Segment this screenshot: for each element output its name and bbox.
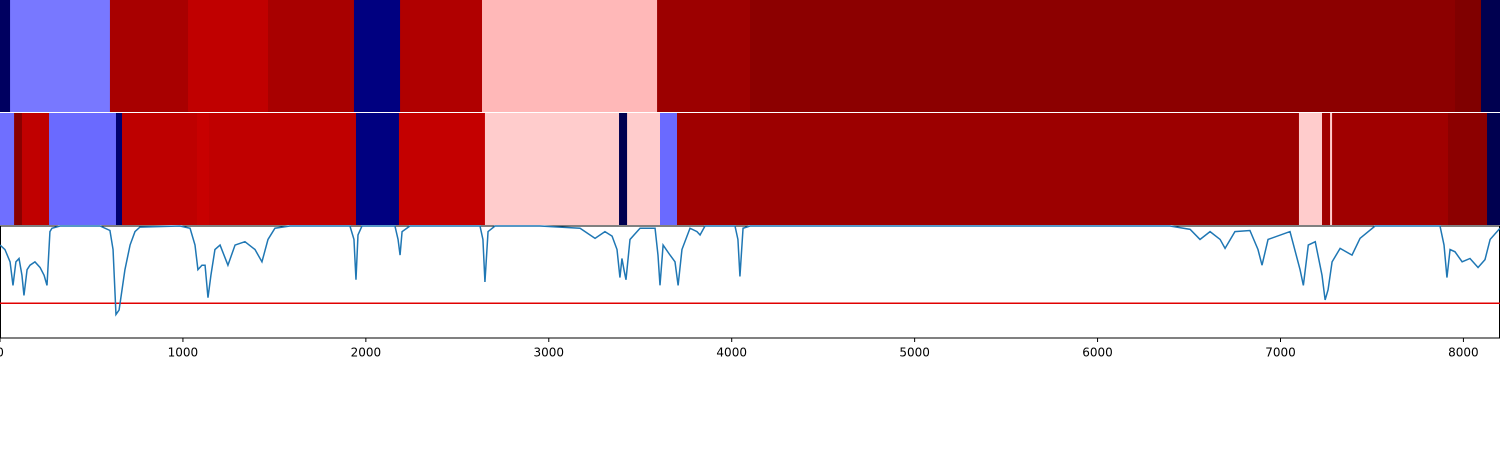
plot-frame [0, 225, 1500, 339]
x-tick-label: 3000 [534, 346, 565, 360]
x-tick-label: 5000 [899, 346, 930, 360]
segment [1330, 113, 1333, 225]
segment [209, 113, 357, 225]
segment [677, 113, 741, 225]
x-tick-label: 2000 [351, 346, 382, 360]
segment [627, 113, 661, 225]
segment [115, 113, 123, 225]
segment [197, 113, 210, 225]
segment [482, 0, 658, 112]
segment [0, 0, 11, 112]
segment [21, 113, 50, 225]
segment [1332, 113, 1449, 225]
segment [122, 113, 198, 225]
x-tick-label: 4000 [716, 346, 747, 360]
segment [484, 113, 620, 225]
segment [750, 0, 1456, 112]
signal-line [0, 225, 1500, 317]
x-tick-label: 7000 [1265, 346, 1296, 360]
segment [1480, 0, 1500, 112]
segment [109, 0, 189, 112]
segment [49, 113, 117, 225]
segment [619, 113, 628, 225]
segment [660, 113, 678, 225]
segment [1298, 113, 1323, 225]
x-tick-label: 0 [0, 346, 4, 360]
segment [0, 113, 15, 225]
segment [657, 0, 751, 112]
segment [267, 0, 355, 112]
segment [1448, 113, 1488, 225]
segment [353, 0, 401, 112]
segment [355, 113, 400, 225]
segment [398, 113, 486, 225]
segment [400, 0, 483, 112]
segment [14, 113, 23, 225]
segment [10, 0, 111, 112]
segment [739, 113, 1300, 225]
x-tick-label: 8000 [1448, 346, 1479, 360]
segment [1455, 0, 1482, 112]
segment [1487, 113, 1500, 225]
segment [1322, 113, 1331, 225]
x-tick-label: 1000 [168, 346, 199, 360]
segment [188, 0, 269, 112]
x-tick-label: 6000 [1082, 346, 1113, 360]
